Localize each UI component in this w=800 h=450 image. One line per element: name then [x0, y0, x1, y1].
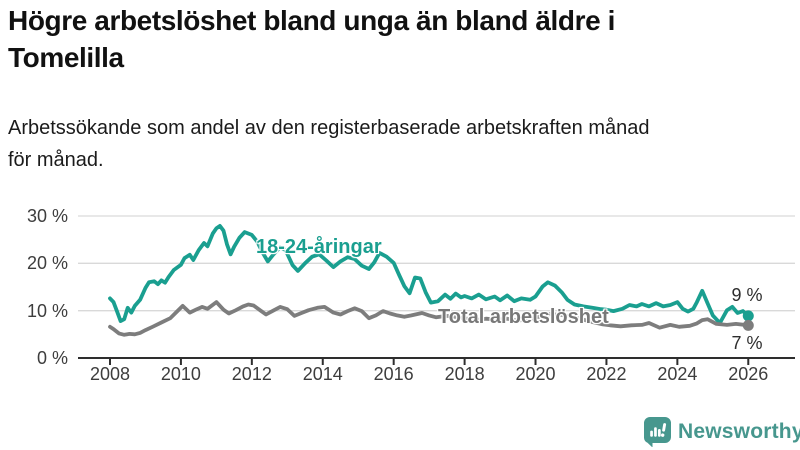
x-tick-label-2008: 2008	[89, 364, 131, 384]
page-title-line-2: Tomelilla	[8, 42, 124, 73]
x-tick-label-2016: 2016	[373, 364, 414, 384]
y-tick-label-10: 10 %	[26, 300, 68, 321]
x-tick-label-2014: 2014	[302, 364, 343, 384]
page-subtitle-line-1: Arbetssökande som andel av den registerb…	[8, 117, 650, 139]
x-tick-label-2024: 2024	[657, 364, 698, 384]
series-line-youth	[108, 224, 751, 325]
x-tick-label-2012: 2012	[231, 364, 272, 384]
y-tick-label-30: 30 %	[26, 206, 68, 226]
y-tick-label-20: 20 %	[26, 253, 68, 274]
x-tick-label-2010: 2010	[160, 364, 201, 384]
newsworthy-logo[interactable]: Newsworthy	[644, 417, 800, 447]
x-tick-label-2022: 2022	[586, 364, 627, 384]
series-end-dot-total	[742, 319, 754, 331]
newsworthy-chart-bubble-icon	[644, 417, 671, 447]
y-tick-label-0: 0 %	[36, 348, 68, 368]
page-subtitle-line-2: för månad.	[8, 149, 104, 171]
x-tick-label-2018: 2018	[444, 364, 485, 384]
series-label-youth: 18-24-åringar	[256, 236, 382, 258]
end-value-label-youth: 9 %	[731, 285, 763, 305]
x-tick-label-2020: 2020	[515, 364, 556, 384]
series-end-dot-youth	[742, 310, 754, 322]
series-label-total: Total arbetslöshet	[438, 306, 609, 328]
newsworthy-logo-text: Newsworthy	[678, 420, 800, 443]
page-title: Högre arbetslöshet bland unga än bland ä…	[8, 2, 788, 76]
x-tick-label-2026: 2026	[728, 364, 769, 384]
end-value-label-total: 7 %	[731, 333, 763, 353]
page-subtitle: Arbetssökande som andel av den registerb…	[8, 112, 788, 176]
series-line-total	[108, 300, 751, 337]
page-title-line-1: Högre arbetslöshet bland unga än bland ä…	[8, 5, 616, 36]
